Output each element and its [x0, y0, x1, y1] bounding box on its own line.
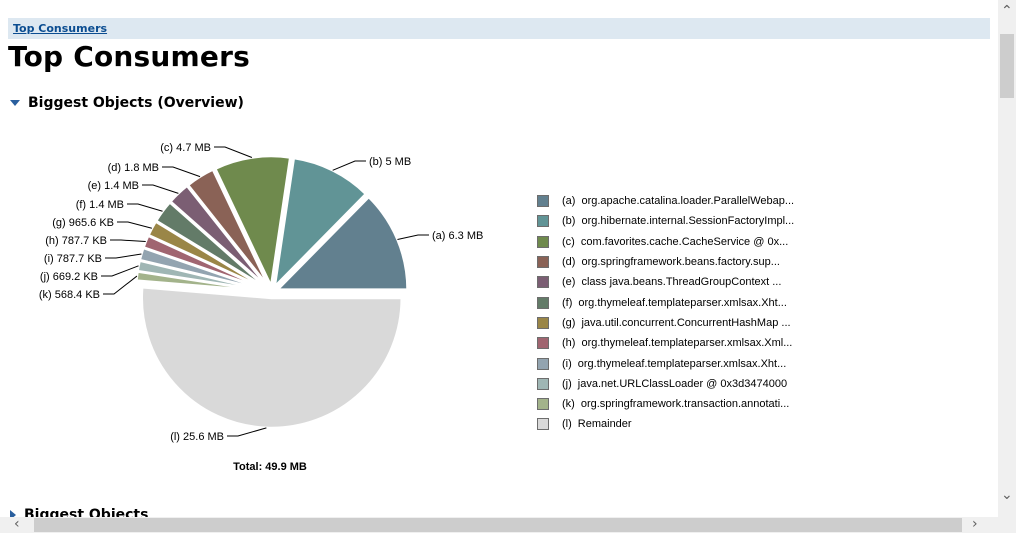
section-title: Biggest Objects (Overview)	[28, 95, 244, 111]
legend-item-k: (k) org.springframework.transaction.annot…	[537, 394, 794, 414]
slice-label-l: (l) 25.6 MB	[170, 431, 224, 443]
section-biggest-objects-overview[interactable]: Biggest Objects (Overview)	[10, 95, 244, 111]
legend-swatch	[537, 377, 549, 390]
legend-item-h: (h) org.thymeleaf.templateparser.xmlsax.X…	[537, 333, 794, 353]
legend-text: org.springframework.transaction.annotati…	[580, 398, 790, 411]
legend-swatch	[537, 276, 549, 289]
leader-line-d	[162, 166, 201, 178]
slice-label-k: (k) 568.4 KB	[39, 289, 100, 301]
legend-key: (i)	[562, 357, 572, 370]
legend-text: org.hibernate.internal.SessionFactoryImp…	[581, 215, 795, 228]
legend-text: org.apache.catalina.loader.ParallelWebap…	[581, 195, 795, 208]
legend-swatch	[537, 357, 549, 370]
legend-item-b: (b) org.hibernate.internal.SessionFactory…	[537, 211, 794, 231]
pie-slice-a[interactable]	[274, 195, 409, 291]
collapse-triangle-icon[interactable]	[10, 100, 20, 106]
legend-item-f: (f) org.thymeleaf.templateparser.xmlsax.X…	[537, 292, 794, 312]
legend-key: (h)	[562, 337, 576, 350]
legend-swatch	[537, 296, 549, 309]
legend-key: (l)	[562, 418, 572, 431]
legend-swatch	[537, 235, 549, 248]
slice-label-h: (h) 787.7 KB	[45, 235, 107, 247]
legend-text: Remainder	[577, 418, 632, 431]
legend-item-c: (c) com.favorites.cache.CacheService @ 0x…	[537, 232, 794, 252]
legend-swatch	[537, 195, 549, 208]
legend-text: com.favorites.cache.CacheService @ 0x...	[580, 235, 789, 248]
pie-slice-c[interactable]	[213, 154, 292, 291]
scroll-left-arrow-icon[interactable]: ‹	[14, 516, 20, 532]
slice-label-c: (c) 4.7 MB	[160, 142, 211, 154]
legend-item-g: (g) java.util.concurrent.ConcurrentHashMa…	[537, 313, 794, 333]
legend-text: org.thymeleaf.templateparser.xmlsax.Xml.…	[581, 337, 793, 350]
legend-text: class java.beans.ThreadGroupContext ...	[581, 276, 782, 289]
breadcrumb-link-top-consumers[interactable]: Top Consumers	[13, 22, 108, 35]
scroll-up-arrow-icon[interactable]: ⌃	[1001, 3, 1013, 19]
legend-key: (a)	[562, 195, 576, 208]
slice-label-i: (i) 787.7 KB	[44, 253, 102, 265]
legend-key: (g)	[562, 316, 576, 329]
legend-text: java.util.concurrent.ConcurrentHashMap .…	[581, 316, 791, 329]
slice-label-j: (j) 669.2 KB	[40, 271, 98, 283]
section-biggest-objects[interactable]: Biggest Objects	[10, 507, 148, 517]
section-title: Biggest Objects	[24, 507, 149, 517]
scrollbar-corner	[998, 517, 1016, 533]
slice-label-e: (e) 1.4 MB	[88, 180, 139, 192]
report-content: Top Consumers Top Consumers Biggest Obje…	[8, 18, 990, 517]
legend-swatch	[537, 215, 549, 228]
leader-line-g	[117, 221, 152, 229]
page-title: Top Consumers	[8, 40, 250, 73]
leader-line-c	[214, 146, 253, 158]
vertical-scroll-thumb[interactable]	[1000, 34, 1014, 98]
leader-line-l	[227, 427, 267, 437]
leader-line-h	[110, 239, 146, 243]
legend-item-a: (a) org.apache.catalina.loader.ParallelWe…	[537, 191, 794, 211]
legend-key: (k)	[562, 398, 575, 411]
legend-item-i: (i) org.thymeleaf.templateparser.xmlsax.X…	[537, 353, 794, 373]
chart-legend: (a) org.apache.catalina.loader.ParallelWe…	[537, 191, 794, 435]
scroll-down-arrow-icon[interactable]: ⌄	[1001, 487, 1013, 503]
legend-text: org.thymeleaf.templateparser.xmlsax.Xht.…	[578, 296, 787, 309]
breadcrumb: Top Consumers	[8, 18, 990, 39]
legend-item-d: (d) org.springframework.beans.factory.sup…	[537, 252, 794, 272]
legend-swatch	[537, 418, 549, 431]
legend-swatch	[537, 316, 549, 329]
pie-slice-b[interactable]	[272, 156, 368, 291]
leader-line-e	[142, 184, 179, 194]
legend-swatch	[537, 398, 549, 411]
expand-triangle-icon[interactable]	[10, 510, 16, 517]
leader-line-a	[397, 234, 429, 240]
legend-key: (f)	[562, 296, 573, 309]
leader-line-i	[105, 253, 142, 259]
legend-text: org.springframework.beans.factory.sup...	[581, 256, 780, 269]
legend-text: java.net.URLClassLoader @ 0x3d3474000	[577, 377, 788, 390]
leader-line-b	[332, 160, 366, 171]
pie-chart: (a) 6.3 MB (b) 5 MB (c) 4.7 MB(d) 1.8 MB (e…	[39, 142, 484, 473]
legend-item-j: (j) java.net.URLClassLoader @ 0x3d3474000	[537, 374, 794, 394]
leader-line-k	[103, 275, 138, 295]
vertical-scrollbar[interactable]: ⌃ ⌄	[998, 0, 1016, 517]
legend-key: (b)	[562, 215, 576, 228]
legend-key: (e)	[562, 276, 576, 289]
scroll-right-arrow-icon[interactable]: ›	[972, 516, 978, 532]
slice-label-a: (a) 6.3 MB	[432, 230, 483, 242]
legend-swatch	[537, 337, 549, 350]
legend-key: (j)	[562, 377, 572, 390]
pie-slice-l[interactable]	[140, 285, 404, 430]
legend-key: (c)	[562, 235, 575, 248]
legend-text: org.thymeleaf.templateparser.xmlsax.Xht.…	[577, 357, 787, 370]
horizontal-scroll-thumb[interactable]	[34, 518, 962, 532]
leader-line-f	[127, 203, 163, 212]
legend-item-e: (e) class java.beans.ThreadGroupContext .…	[537, 272, 794, 292]
legend-item-l: (l) Remainder	[537, 414, 794, 434]
legend-swatch	[537, 256, 549, 269]
slice-label-b: (b) 5 MB	[369, 156, 411, 168]
leader-line-j	[101, 265, 139, 277]
legend-key: (d)	[562, 256, 576, 269]
chart-total-label: Total: 49.9 MB	[233, 461, 307, 473]
slice-label-d: (d) 1.8 MB	[108, 162, 159, 174]
slice-label-g: (g) 965.6 KB	[52, 217, 114, 229]
slice-label-f: (f) 1.4 MB	[76, 199, 124, 211]
horizontal-scrollbar[interactable]: ‹ ›	[0, 517, 998, 533]
